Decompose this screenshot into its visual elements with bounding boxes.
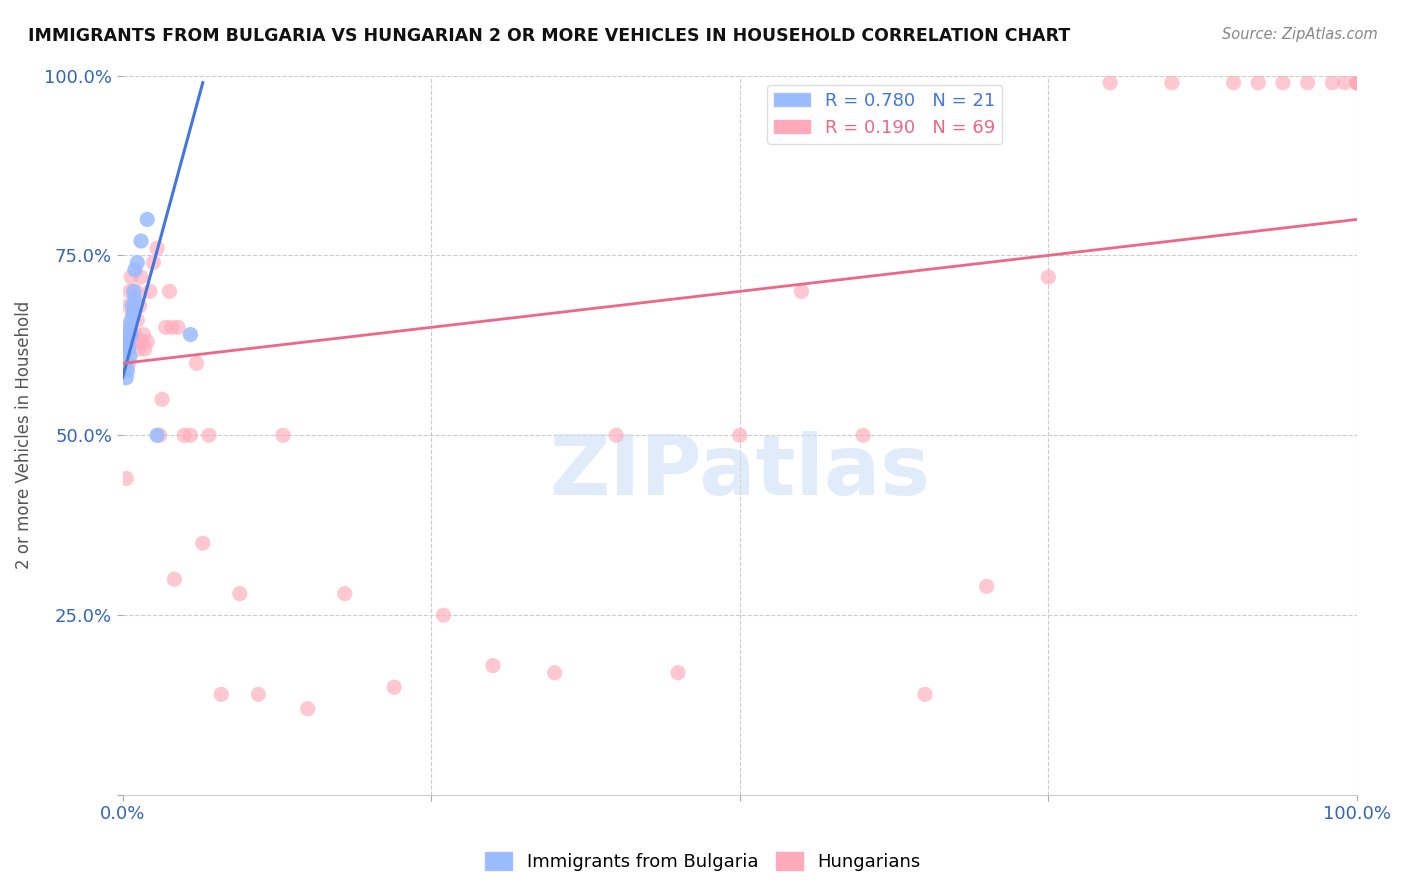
Point: [229, 586, 252, 600]
Point: [134, 342, 156, 356]
Point: [159, 285, 181, 299]
Point: [1346, 76, 1368, 90]
Point: [129, 334, 152, 349]
Point: [666, 665, 689, 680]
Point: [122, 285, 145, 299]
Point: [115, 356, 138, 370]
Point: [118, 334, 141, 349]
Point: [790, 285, 813, 299]
Point: [117, 363, 139, 377]
Point: [1296, 76, 1319, 90]
Point: [120, 334, 142, 349]
Point: [1038, 270, 1060, 285]
Point: [1271, 76, 1294, 90]
Point: [122, 306, 145, 320]
Point: [124, 292, 146, 306]
Point: [605, 428, 627, 442]
Point: [118, 349, 141, 363]
Text: Source: ZipAtlas.com: Source: ZipAtlas.com: [1222, 27, 1378, 42]
Point: [914, 687, 936, 701]
Point: [543, 665, 565, 680]
Point: [333, 586, 356, 600]
Point: [127, 255, 149, 269]
Point: [128, 342, 150, 356]
Point: [121, 306, 143, 320]
Text: ZIPatlas: ZIPatlas: [550, 431, 931, 512]
Point: [118, 299, 141, 313]
Point: [124, 299, 146, 313]
Point: [1346, 76, 1368, 90]
Legend: Immigrants from Bulgaria, Hungarians: Immigrants from Bulgaria, Hungarians: [478, 845, 928, 879]
Point: [114, 342, 136, 356]
Point: [167, 320, 190, 334]
Point: [1099, 76, 1122, 90]
Point: [432, 608, 454, 623]
Point: [1160, 76, 1182, 90]
Point: [852, 428, 875, 442]
Point: [118, 356, 141, 370]
Point: [124, 262, 146, 277]
Point: [124, 327, 146, 342]
Point: [118, 327, 141, 342]
Point: [155, 320, 177, 334]
Point: [160, 320, 183, 334]
Point: [121, 299, 143, 313]
Point: [122, 334, 145, 349]
Point: [247, 687, 270, 701]
Point: [1346, 76, 1368, 90]
Point: [118, 342, 141, 356]
Point: [148, 428, 170, 442]
Point: [117, 327, 139, 342]
Point: [198, 428, 221, 442]
Point: [142, 255, 165, 269]
Point: [128, 299, 150, 313]
Point: [132, 327, 155, 342]
Point: [138, 285, 160, 299]
Point: [1333, 76, 1355, 90]
Point: [115, 471, 138, 485]
Point: [120, 313, 142, 327]
Point: [117, 342, 139, 356]
Point: [271, 428, 294, 442]
Point: [115, 370, 138, 384]
Point: [150, 392, 173, 407]
Point: [173, 428, 195, 442]
Y-axis label: 2 or more Vehicles in Household: 2 or more Vehicles in Household: [15, 301, 32, 569]
Point: [1247, 76, 1270, 90]
Point: [129, 270, 152, 285]
Point: [146, 428, 169, 442]
Point: [191, 536, 214, 550]
Point: [120, 327, 142, 342]
Point: [179, 428, 201, 442]
Point: [186, 356, 208, 370]
Point: [1222, 76, 1244, 90]
Point: [163, 572, 186, 586]
Point: [114, 334, 136, 349]
Legend: R = 0.780   N = 21, R = 0.190   N = 69: R = 0.780 N = 21, R = 0.190 N = 69: [768, 85, 1002, 144]
Point: [179, 327, 201, 342]
Point: [1346, 76, 1368, 90]
Point: [209, 687, 232, 701]
Point: [136, 334, 159, 349]
Point: [125, 285, 148, 299]
Point: [129, 234, 152, 248]
Point: [146, 241, 169, 255]
Point: [118, 285, 141, 299]
Point: [297, 702, 319, 716]
Point: [120, 270, 142, 285]
Point: [382, 680, 405, 694]
Point: [127, 313, 149, 327]
Point: [136, 212, 159, 227]
Point: [118, 320, 141, 334]
Point: [1346, 76, 1368, 90]
Text: IMMIGRANTS FROM BULGARIA VS HUNGARIAN 2 OR MORE VEHICLES IN HOUSEHOLD CORRELATIO: IMMIGRANTS FROM BULGARIA VS HUNGARIAN 2 …: [28, 27, 1070, 45]
Point: [1322, 76, 1344, 90]
Point: [115, 320, 138, 334]
Point: [728, 428, 751, 442]
Point: [482, 658, 505, 673]
Point: [976, 579, 998, 593]
